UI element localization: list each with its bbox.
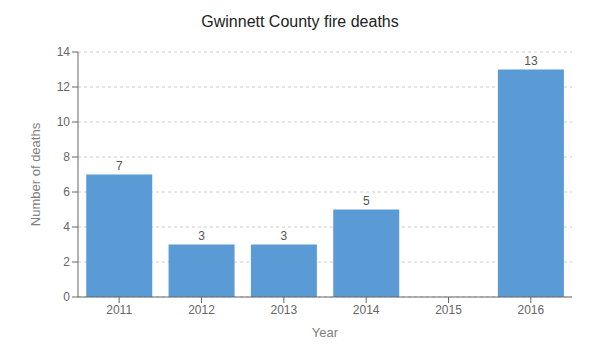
svg-text:5: 5 [363, 194, 370, 208]
svg-text:7: 7 [116, 159, 123, 173]
svg-text:2015: 2015 [435, 303, 462, 317]
svg-text:4: 4 [63, 220, 70, 234]
svg-text:2: 2 [63, 255, 70, 269]
svg-text:2013: 2013 [270, 303, 297, 317]
svg-text:10: 10 [57, 115, 71, 129]
svg-text:2011: 2011 [106, 303, 132, 317]
svg-text:3: 3 [281, 229, 288, 243]
svg-text:6: 6 [63, 185, 70, 199]
svg-text:12: 12 [57, 80, 71, 94]
svg-text:Year: Year [312, 325, 339, 340]
svg-text:0: 0 [63, 290, 70, 304]
svg-text:13: 13 [524, 54, 538, 68]
svg-text:3: 3 [198, 229, 205, 243]
svg-text:Number of deaths: Number of deaths [28, 122, 43, 226]
svg-text:2014: 2014 [353, 303, 380, 317]
svg-text:2016: 2016 [517, 303, 544, 317]
svg-text:2012: 2012 [188, 303, 215, 317]
svg-text:8: 8 [63, 150, 70, 164]
html-text:Gwinnett County fire deaths: Gwinnett County fire deaths [201, 13, 399, 30]
svg-text:14: 14 [57, 45, 71, 59]
